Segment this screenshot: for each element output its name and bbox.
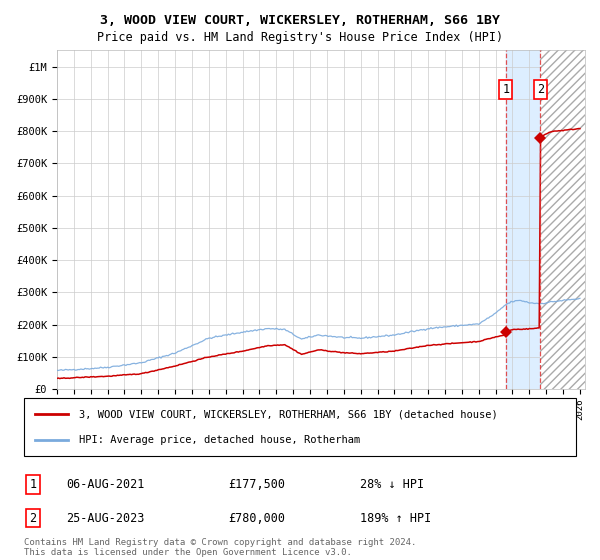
Text: 3, WOOD VIEW COURT, WICKERSLEY, ROTHERHAM, S66 1BY (detached house): 3, WOOD VIEW COURT, WICKERSLEY, ROTHERHA… bbox=[79, 409, 498, 419]
Text: 06-AUG-2021: 06-AUG-2021 bbox=[66, 478, 145, 491]
Text: £780,000: £780,000 bbox=[228, 511, 285, 525]
Text: 189% ↑ HPI: 189% ↑ HPI bbox=[360, 511, 431, 525]
Text: 1: 1 bbox=[29, 478, 37, 491]
Text: 1: 1 bbox=[502, 83, 509, 96]
Bar bbox=[540, 50, 589, 389]
Text: Price paid vs. HM Land Registry's House Price Index (HPI): Price paid vs. HM Land Registry's House … bbox=[97, 31, 503, 44]
Text: 2: 2 bbox=[537, 83, 544, 96]
Text: Contains HM Land Registry data © Crown copyright and database right 2024.
This d: Contains HM Land Registry data © Crown c… bbox=[24, 538, 416, 557]
Text: 28% ↓ HPI: 28% ↓ HPI bbox=[360, 478, 424, 491]
Text: 3, WOOD VIEW COURT, WICKERSLEY, ROTHERHAM, S66 1BY: 3, WOOD VIEW COURT, WICKERSLEY, ROTHERHA… bbox=[100, 14, 500, 27]
Text: HPI: Average price, detached house, Rotherham: HPI: Average price, detached house, Roth… bbox=[79, 435, 361, 445]
Text: £177,500: £177,500 bbox=[228, 478, 285, 491]
Text: 25-AUG-2023: 25-AUG-2023 bbox=[66, 511, 145, 525]
Bar bbox=[506, 50, 540, 389]
FancyBboxPatch shape bbox=[24, 398, 576, 456]
Text: 2: 2 bbox=[29, 511, 37, 525]
